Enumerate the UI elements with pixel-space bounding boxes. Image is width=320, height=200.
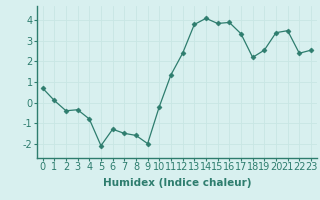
X-axis label: Humidex (Indice chaleur): Humidex (Indice chaleur) bbox=[102, 178, 251, 188]
